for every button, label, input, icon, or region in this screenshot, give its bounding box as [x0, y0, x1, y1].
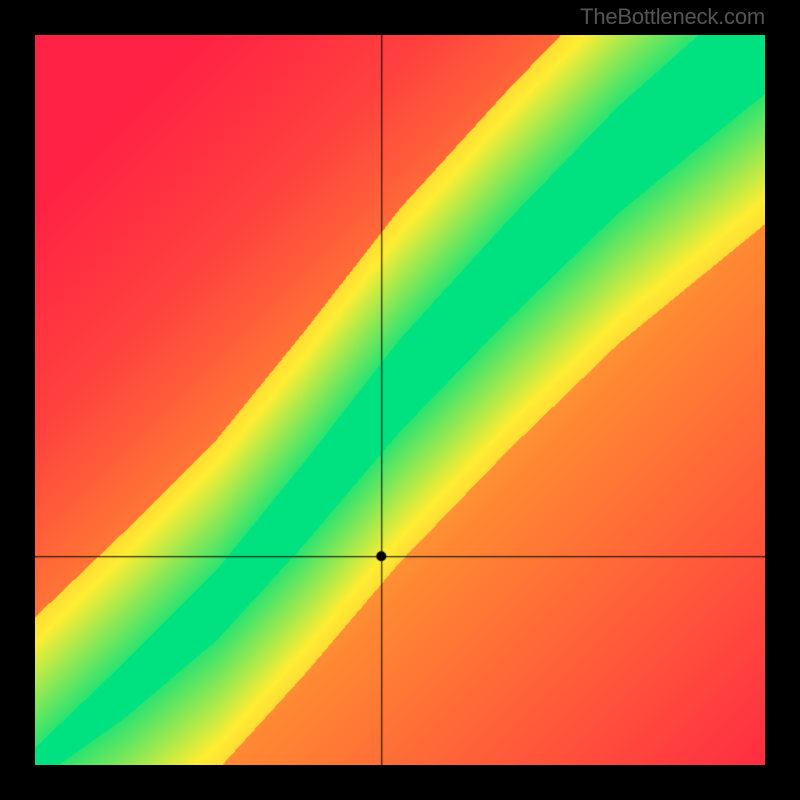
- watermark-text: TheBottleneck.com: [580, 4, 765, 30]
- heatmap-canvas: [35, 35, 765, 765]
- chart-container: TheBottleneck.com: [0, 0, 800, 800]
